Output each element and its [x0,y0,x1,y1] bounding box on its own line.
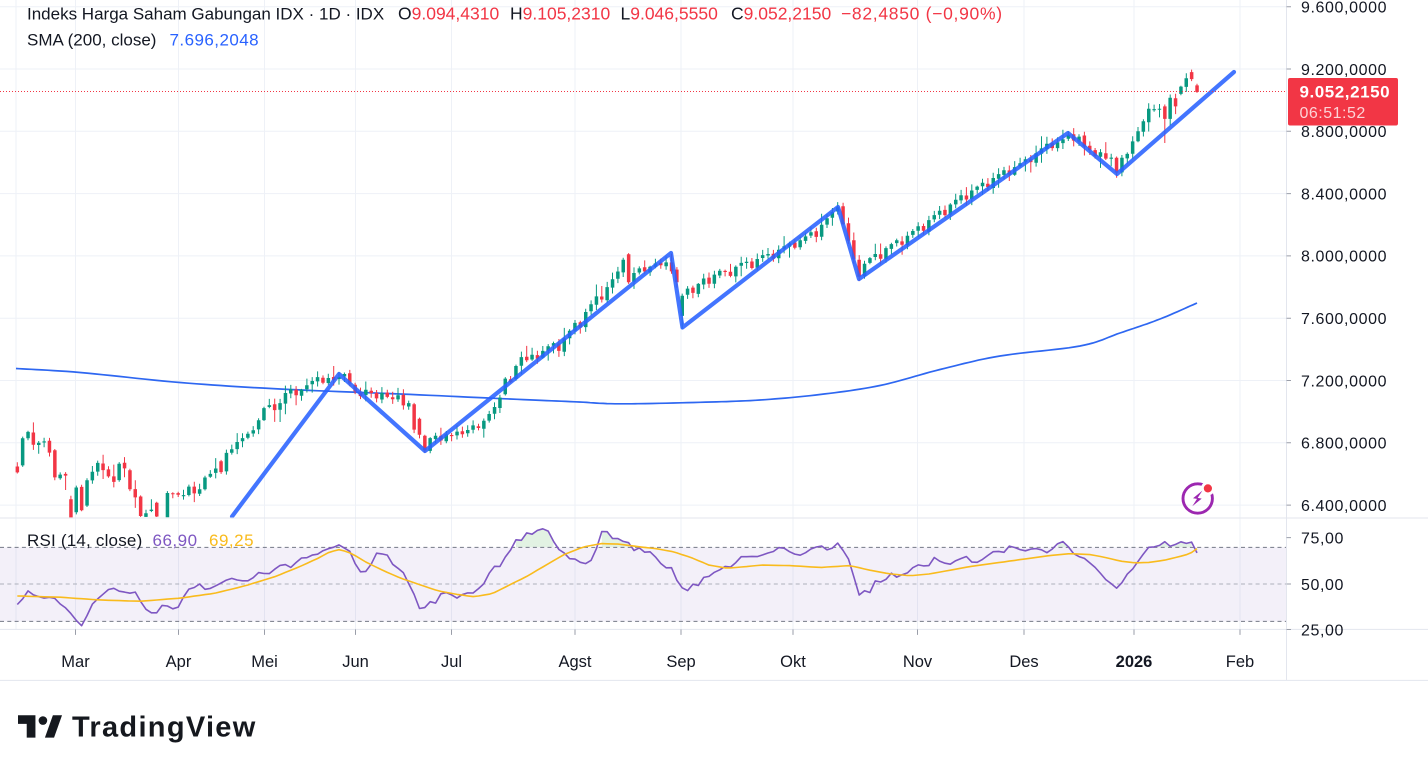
svg-text:Feb: Feb [1226,653,1254,671]
svg-text:L9.046,5550: L9.046,5550 [621,4,719,24]
svg-text:9.052,2150: 9.052,2150 [1300,83,1391,102]
svg-text:Jul: Jul [441,653,462,671]
svg-text:Jun: Jun [342,653,369,671]
svg-text:50,00: 50,00 [1301,577,1344,594]
svg-text:Mar: Mar [61,653,90,671]
svg-text:8.800,0000: 8.800,0000 [1301,124,1387,141]
svg-text:C9.052,2150: C9.052,2150 [731,4,831,24]
svg-text:−82,4850 (−0,90%): −82,4850 (−0,90%) [841,4,1003,24]
svg-text:69,25: 69,25 [209,531,254,550]
svg-text:8.000,0000: 8.000,0000 [1301,249,1387,266]
svg-text:Apr: Apr [166,653,192,671]
svg-text:7.600,0000: 7.600,0000 [1301,311,1387,328]
svg-text:6.400,0000: 6.400,0000 [1301,498,1387,515]
svg-text:TradingView: TradingView [72,712,257,744]
svg-text:75,00: 75,00 [1301,530,1344,547]
svg-text:Sep: Sep [666,653,695,671]
svg-text:25,00: 25,00 [1301,622,1344,639]
svg-text:SMA (200, close): SMA (200, close) [27,31,156,50]
svg-text:Mei: Mei [251,653,278,671]
svg-text:9.200,0000: 9.200,0000 [1301,62,1387,79]
svg-text:8.400,0000: 8.400,0000 [1301,186,1387,203]
svg-text:Indeks Harga Saham Gabungan ID: Indeks Harga Saham Gabungan IDX · 1D · I… [27,5,384,24]
svg-text:RSI (14, close): RSI (14, close) [27,531,142,550]
svg-text:9.600,0000: 9.600,0000 [1301,0,1387,17]
svg-text:7.200,0000: 7.200,0000 [1301,373,1387,390]
svg-text:Des: Des [1009,653,1038,671]
svg-text:06:51:52: 06:51:52 [1300,105,1366,122]
svg-text:O9.094,4310: O9.094,4310 [398,4,499,24]
svg-text:Agst: Agst [558,653,591,671]
svg-text:Nov: Nov [903,653,933,671]
svg-text:2026: 2026 [1116,653,1153,671]
svg-text:Okt: Okt [780,653,806,671]
svg-text:66,90: 66,90 [153,531,198,550]
svg-text:7.696,2048: 7.696,2048 [170,31,260,50]
svg-text:H9.105,2310: H9.105,2310 [510,4,610,24]
svg-text:6.800,0000: 6.800,0000 [1301,436,1387,453]
